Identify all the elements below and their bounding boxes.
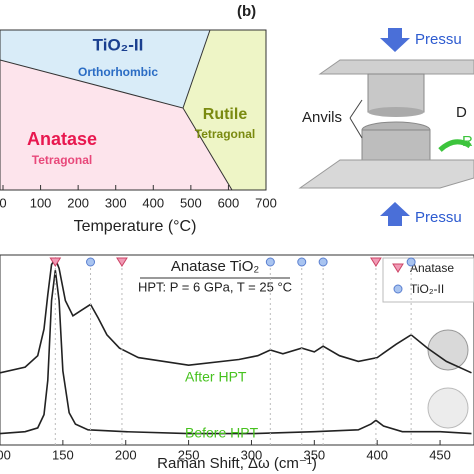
- tio2-ii-peak-marker: [406, 257, 416, 267]
- pressure-label: Pressu: [415, 209, 462, 226]
- x-tick-label: 400: [142, 195, 164, 210]
- legend-label: Anatase: [410, 261, 454, 275]
- upper-plate: [318, 59, 474, 75]
- disk-label: D: [456, 104, 467, 121]
- panel-label: (b): [237, 3, 256, 20]
- region-tio2-ii: [0, 30, 210, 108]
- x-tick-label: 100: [30, 195, 52, 210]
- arrow-down: [380, 28, 410, 52]
- phase-diagram: TiO₂-II Orthorhombic Rutile Tetragonal A…: [0, 29, 267, 235]
- frame: [0, 29, 267, 191]
- chart-title: Anatase TiO₂: [171, 258, 260, 275]
- series-label: After HPT: [185, 369, 247, 385]
- region-anatase: [0, 60, 232, 190]
- spectrum-line: [0, 270, 472, 435]
- boundary: [182, 29, 211, 109]
- x-tick-label: 700: [255, 195, 277, 210]
- lower-plate: [298, 159, 474, 189]
- rotation-arrow: [438, 139, 472, 152]
- x-tick-label: 0: [0, 195, 7, 210]
- sample-photo: [427, 387, 469, 429]
- chart-subtitle: HPT: P = 6 GPa, T = 25 °C: [138, 279, 292, 294]
- x-tick-label: 250: [178, 447, 200, 462]
- lower-anvil: [361, 129, 431, 163]
- tio2-ii-peak-marker: [265, 257, 275, 267]
- upper-anvil: [367, 73, 425, 113]
- x-tick-label: 150: [52, 447, 74, 462]
- anatase-peak-marker: [49, 257, 62, 267]
- spectrum-line: [0, 257, 472, 374]
- x-tick-label: 100: [0, 447, 11, 462]
- pointer: [349, 117, 363, 139]
- x-tick-label: 400: [366, 447, 388, 462]
- hpt-schematic: (b) Pressu Anvils D R Pressu: [237, 3, 474, 226]
- x-tick-label: 600: [218, 195, 240, 210]
- rotation-label: R: [462, 133, 473, 150]
- legend-symbol: [392, 263, 404, 273]
- region-sublabel: Tetragonal: [195, 127, 255, 141]
- anvil-face: [368, 107, 424, 117]
- pointer: [349, 99, 363, 119]
- spectrum-layer: 100 150 200 250 300 350 400 450 After HPT Before …: [0, 257, 472, 462]
- x-tick-label: 200: [67, 195, 89, 210]
- x-ticks-a: 0 100 200 300 400 500 600 700: [0, 185, 277, 210]
- region-label: Anatase: [27, 129, 97, 149]
- region-sublabel: Tetragonal: [32, 153, 92, 167]
- x-axis-label: Raman Shift, Δω (cm⁻¹): [157, 455, 317, 472]
- plot-frame: [0, 254, 474, 446]
- pressure-label: Pressu: [415, 31, 462, 48]
- region-label: TiO₂-II: [93, 35, 144, 54]
- x-axis-label: Temperature (°C): [74, 218, 197, 235]
- region-rutile: [183, 30, 266, 190]
- tio2-ii-peak-marker: [318, 257, 328, 267]
- legend-symbol: [393, 284, 403, 294]
- x-tick-label: 300: [241, 447, 263, 462]
- x-tick-label: 450: [429, 447, 451, 462]
- anvils-label: Anvils: [302, 109, 342, 126]
- sample-photo: [427, 329, 469, 371]
- x-tick-label: 300: [105, 195, 127, 210]
- legend-label: TiO₂-II: [410, 282, 444, 296]
- x-tick-label: 350: [303, 447, 325, 462]
- x-tick-label: 500: [180, 195, 202, 210]
- anatase-peak-marker: [116, 257, 128, 267]
- series-label: Before HPT: [185, 425, 259, 441]
- tio2-ii-peak-marker: [86, 257, 96, 267]
- region-sublabel: Orthorhombic: [78, 65, 158, 79]
- region-label: Rutile: [203, 106, 248, 123]
- tio2-ii-peak-marker: [297, 257, 307, 267]
- arrow-up: [380, 202, 410, 226]
- x-tick-label: 200: [115, 447, 137, 462]
- anatase-peak-marker: [370, 257, 382, 267]
